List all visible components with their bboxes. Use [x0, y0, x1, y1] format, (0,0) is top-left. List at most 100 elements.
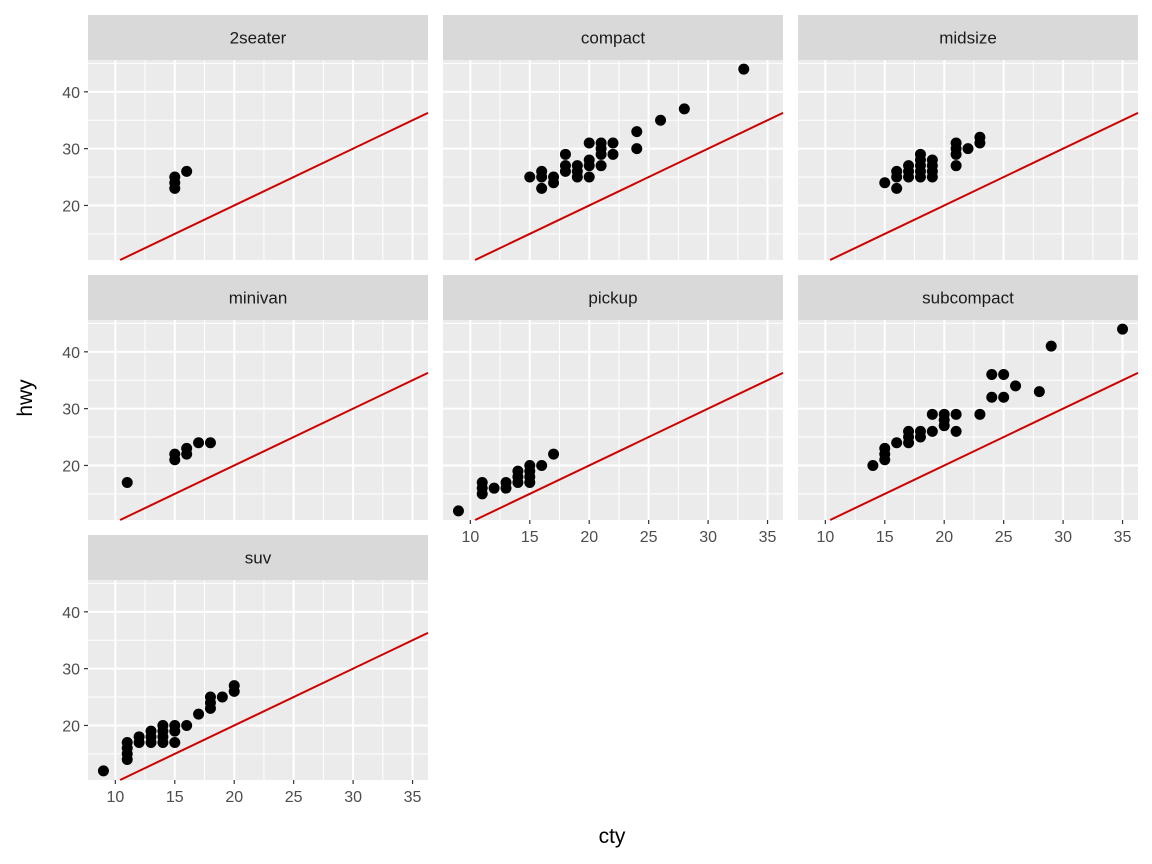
data-point [583, 137, 595, 149]
data-point [536, 459, 548, 471]
x-tick-label: 25 [995, 529, 1013, 546]
x-tick-label: 15 [521, 529, 539, 546]
y-tick-label: 40 [62, 605, 80, 622]
reference-line [119, 371, 429, 521]
data-point [583, 171, 595, 183]
data-point [181, 719, 193, 731]
facet-panels: 2seater 20 30 40 compact midsize minivan 20 30 40… [62, 15, 1139, 806]
data-point [1010, 380, 1022, 392]
data-point [145, 725, 157, 737]
data-point [607, 148, 619, 160]
data-point [903, 425, 915, 437]
data-point [1033, 386, 1045, 398]
data-point [536, 165, 548, 177]
data-point [867, 459, 879, 471]
strip-label: minivan [229, 289, 288, 308]
x-tick-label: 20 [935, 529, 953, 546]
data-point [559, 148, 571, 160]
panel-background [798, 320, 1138, 520]
data-point [204, 437, 216, 449]
data-point [607, 137, 619, 149]
data-point [1045, 340, 1057, 352]
data-point [97, 765, 109, 777]
facet-compact: compact [443, 15, 784, 261]
strip-label: midsize [939, 29, 997, 48]
data-point [181, 165, 193, 177]
panel-background [443, 60, 783, 260]
data-point [571, 160, 583, 172]
facet-pickup: pickup 10 15 20 25 30 35 [443, 275, 784, 546]
y-tick-label: 20 [62, 718, 80, 735]
x-tick-label: 10 [106, 789, 124, 806]
data-point [998, 391, 1010, 403]
data-point [476, 477, 488, 488]
strip-label: pickup [588, 289, 637, 308]
data-point [950, 425, 962, 437]
data-point [738, 63, 750, 75]
data-point [903, 160, 915, 172]
strip-label: subcompact [922, 289, 1014, 308]
strip-label: compact [581, 29, 646, 48]
facet-midsize: midsize [798, 15, 1139, 261]
x-tick-label: 20 [580, 529, 598, 546]
strip-background [88, 535, 428, 580]
facet-subcompact: subcompact 10 15 20 25 30 35 [798, 275, 1139, 546]
data-point [169, 737, 181, 748]
strip-label: 2seater [230, 29, 287, 48]
data-point [204, 691, 216, 703]
y-tick-label: 30 [62, 142, 80, 159]
data-point [488, 482, 500, 494]
data-point [595, 160, 607, 172]
data-point [914, 425, 926, 437]
y-tick-label: 30 [62, 402, 80, 419]
y-axis-title: hwy [14, 379, 37, 417]
data-point [559, 160, 571, 172]
data-point [216, 691, 228, 703]
data-point [548, 448, 560, 460]
data-point [879, 177, 891, 189]
y-tick-label: 40 [62, 85, 80, 102]
data-point [500, 477, 512, 488]
data-point [1117, 323, 1129, 335]
data-point [169, 171, 181, 183]
reference-line [119, 111, 429, 261]
data-point [157, 719, 169, 731]
data-point [926, 154, 938, 166]
panel-background [88, 580, 428, 780]
data-point [962, 143, 974, 155]
x-tick-label: 15 [876, 529, 894, 546]
data-point [891, 437, 903, 449]
panel-background [88, 320, 428, 520]
data-point [986, 391, 998, 403]
data-point [169, 448, 181, 460]
reference-line [829, 111, 1139, 261]
data-point [631, 143, 643, 155]
data-point [950, 160, 962, 172]
x-axis-title: cty [599, 825, 626, 848]
data-point [181, 442, 193, 454]
data-point [950, 137, 962, 149]
x-tick-label: 35 [1114, 529, 1132, 546]
y-tick-label: 20 [62, 458, 80, 475]
strip-background [443, 15, 783, 60]
data-point [524, 171, 536, 183]
data-point [926, 408, 938, 420]
data-point [655, 114, 667, 126]
panel-background [88, 60, 428, 260]
data-point [974, 131, 986, 143]
y-tick-label: 40 [62, 345, 80, 362]
data-point [678, 103, 690, 115]
strip-background [88, 275, 428, 320]
data-point [974, 408, 986, 420]
data-point [891, 165, 903, 177]
x-tick-label: 35 [404, 789, 422, 806]
facet-minivan: minivan 20 30 40 [62, 275, 429, 521]
reference-line [474, 111, 784, 261]
data-point [583, 154, 595, 166]
facet-2seater: 2seater 20 30 40 [62, 15, 429, 261]
x-tick-label: 30 [699, 529, 717, 546]
data-point [595, 137, 607, 149]
x-tick-label: 35 [759, 529, 777, 546]
data-point [938, 408, 950, 420]
data-point [133, 731, 145, 743]
